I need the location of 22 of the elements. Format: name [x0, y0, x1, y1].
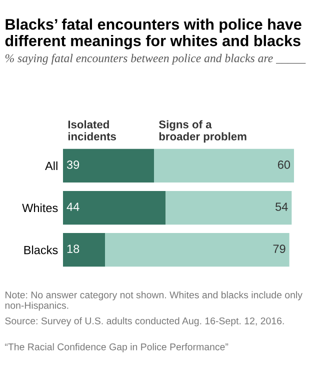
bar: [105, 232, 290, 267]
bar: [63, 232, 105, 267]
text: “The Racial Confidence Gap in Police Performance”: [5, 343, 228, 352]
data-label: 44: [66, 202, 80, 211]
data-label: 39: [66, 160, 80, 169]
data-label: 18: [67, 244, 80, 253]
bar: [166, 190, 292, 225]
y-tick-label: All: [45, 161, 58, 170]
chart-title: Blacks’ fatal encounters with police have different meanings for whites and blacks: [5, 18, 302, 50]
y-tick-label: Whites: [22, 203, 58, 212]
bar: [63, 190, 166, 225]
data-label: 60: [278, 160, 290, 169]
series-label: Isolated incidents: [68, 120, 116, 140]
bar: [63, 148, 154, 183]
data-label: 79: [273, 244, 286, 253]
data-label: 54: [276, 202, 288, 211]
source-note: Source: Survey of U.S. adults conducted Aug. 16-Sept. 12, 2016.: [5, 317, 284, 326]
y-tick-label: Blacks: [24, 246, 58, 254]
chart-subtitle: % saying fatal encounters between police and blacks are _____: [5, 54, 306, 65]
series-label: Signs of a broader problem: [158, 120, 246, 143]
bar: [154, 148, 294, 183]
text: Note: No answer category not shown. Whites and blacks include only non-Hispanics.: [5, 291, 302, 311]
